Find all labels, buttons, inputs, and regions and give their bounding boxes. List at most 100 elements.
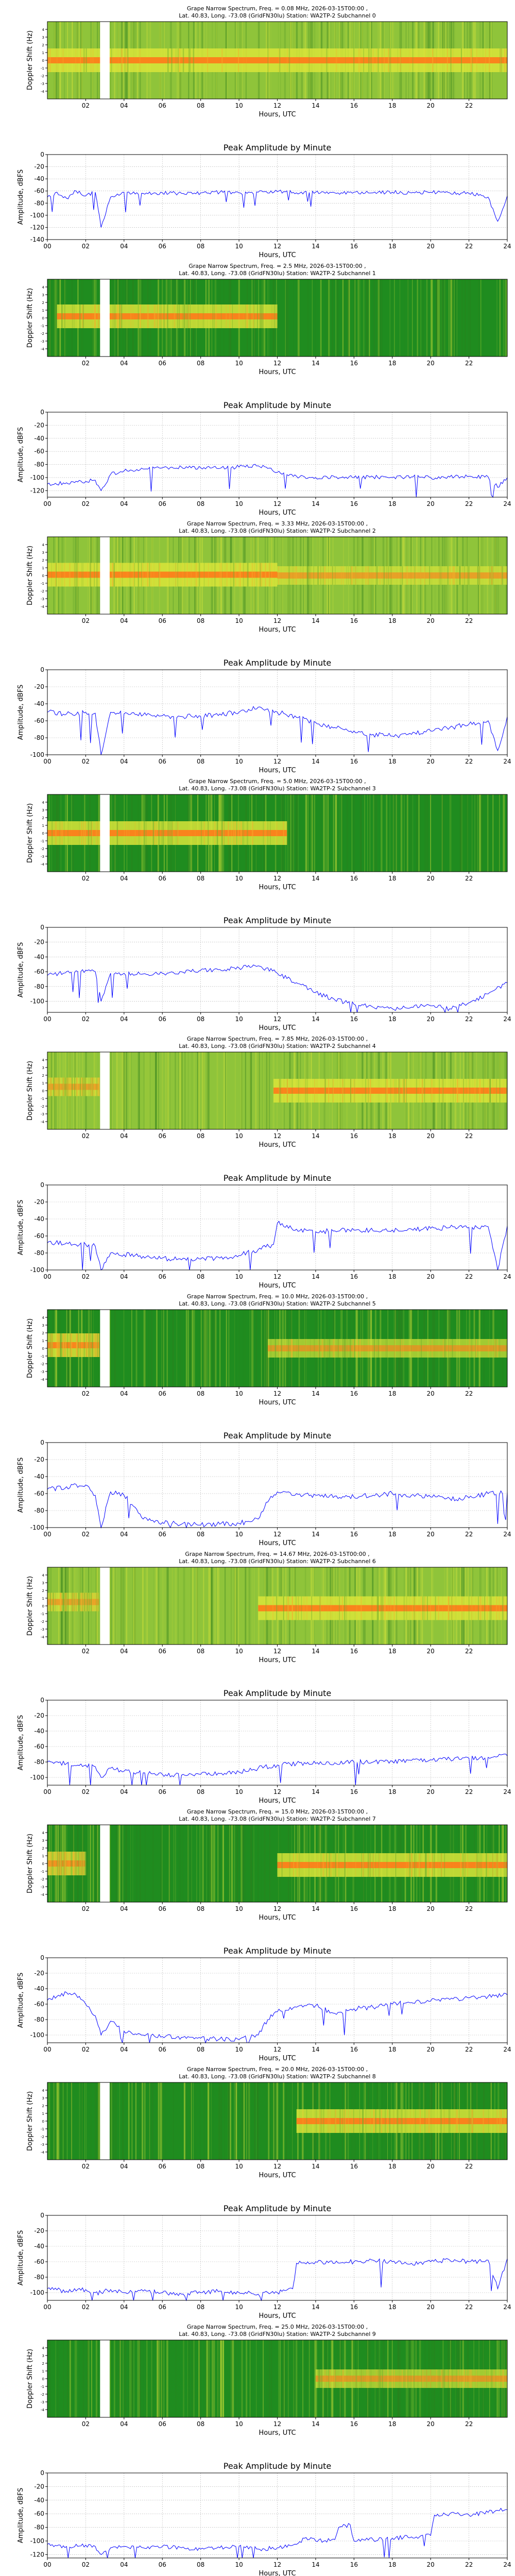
spectrogram-striation [266, 1052, 267, 1129]
peak-y-tick-label: -20 [34, 939, 44, 946]
spectrogram-striation [257, 2082, 258, 2160]
spectrogram-striation [194, 1052, 195, 1129]
spectrogram-striation [464, 279, 465, 357]
spectrogram-striation [229, 1825, 230, 1902]
peak-y-tick-label: -100 [30, 1266, 44, 1274]
spectrogram-ridge-texture [335, 2109, 336, 2133]
peak-y-tick-label: 0 [40, 2212, 44, 2219]
spectrogram-ridge-texture [243, 304, 244, 328]
peak-x-tick-label: 14 [312, 1015, 319, 1023]
spectrogram-ridge-texture [183, 304, 185, 328]
spectrogram-panel-8: Grape Narrow Spectrum, Freq. = 20.0 MHz,… [26, 2066, 508, 2179]
spectrogram-striation [57, 2082, 59, 2160]
spectrogram-striation [130, 1825, 131, 1902]
spectrogram-ridge-texture [82, 304, 83, 328]
spectrogram-striation [204, 1310, 206, 1387]
spectrogram-x-tick-label: 04 [120, 2420, 128, 2428]
spectrogram-ridge-texture [426, 2109, 427, 2133]
spectrogram-ridge-texture [397, 2109, 399, 2133]
spectrogram-ridge-texture [268, 1339, 269, 1358]
spectrogram-ridge-texture [73, 1852, 74, 1875]
spectrogram-ridge-texture [71, 1852, 72, 1875]
spectrogram-ridge-texture [491, 2369, 492, 2388]
spectrogram-striation [255, 1310, 257, 1387]
spectrogram-ridge-texture [92, 1077, 94, 1096]
peak-y-tick-label: 0 [40, 1697, 44, 1704]
spectrogram-ridge-texture [403, 1339, 404, 1358]
spectrogram-striation [198, 1052, 200, 1129]
spectrogram-heatmap [47, 1567, 507, 1645]
spectrogram-ridge-texture [291, 1079, 293, 1103]
spectrogram-ridge-texture [238, 48, 239, 72]
spectrogram-ridge-texture [363, 2109, 364, 2133]
peak-y-tick-label: -60 [34, 1232, 44, 1240]
spectrogram-ridge-texture [324, 1853, 325, 1877]
peak-x-tick-label: 00 [43, 1531, 51, 1538]
spectrogram-ridge-texture [395, 1853, 397, 1877]
spectrogram-y-tick-label: -3 [41, 2143, 44, 2147]
spectrogram-ridge-texture [97, 1333, 98, 1357]
spectrogram-ridge-texture [486, 1853, 487, 1877]
spectrogram-striation [392, 794, 394, 872]
spectrogram-striation [197, 1052, 199, 1129]
spectrogram-striation [222, 1825, 224, 1902]
spectrogram-x-axis-label: Hours, UTC [259, 368, 296, 376]
spectrogram-y-axis-label: Doppler Shift (Hz) [26, 288, 34, 348]
spectrogram-ridge-texture [329, 2369, 330, 2388]
spectrogram-striation [287, 279, 289, 357]
spectrogram-ridge-texture [59, 1333, 60, 1357]
spectrogram-ridge-texture [450, 48, 452, 72]
spectrogram-ridge-texture [96, 1077, 97, 1096]
peak-y-axis-label: Amplitude, dBFS [17, 427, 25, 483]
spectrogram-ridge-texture [158, 821, 160, 845]
spectrogram-ridge-texture [369, 1853, 371, 1877]
spectrogram-ridge-texture [496, 1339, 498, 1358]
spectrogram-x-tick-label: 02 [82, 1390, 90, 1397]
spectrogram-ridge-texture [76, 1592, 77, 1612]
peak-x-tick-label: 20 [427, 758, 435, 765]
peak-x-tick-label: 02 [82, 758, 90, 765]
spectrogram-ridge-texture [404, 1596, 405, 1620]
peak-x-tick-label: 02 [82, 243, 90, 250]
spectrogram-striation [278, 2082, 279, 2160]
spectrogram-striation [342, 279, 344, 357]
spectrogram-striation [404, 279, 405, 357]
peak-amplitude-series-line [47, 464, 508, 498]
spectrogram-y-axis-label: Doppler Shift (Hz) [26, 30, 34, 90]
spectrogram-x-tick-label: 16 [350, 875, 358, 882]
spectrogram-y-tick-label: 2 [42, 1846, 44, 1851]
spectrogram-striation [430, 279, 433, 357]
spectrogram-striation [174, 1567, 176, 1645]
spectrogram-heatmap [47, 537, 507, 614]
spectrogram-ridge-texture [222, 821, 223, 845]
spectrogram-x-tick-label: 18 [388, 1905, 396, 1912]
spectrogram-ridge-core [47, 57, 507, 63]
spectrogram-ridge-texture [483, 1853, 484, 1877]
spectrogram-ridge-texture [365, 566, 367, 585]
spectrogram-y-tick-label: -1 [41, 839, 44, 843]
spectrogram-ridge-texture [85, 1333, 87, 1357]
spectrogram-ridge-texture [324, 566, 325, 585]
peak-x-tick-label: 08 [197, 2561, 204, 2568]
spectrogram-ridge-texture [256, 563, 258, 587]
spectrogram-y-tick-label: -1 [41, 1612, 44, 1616]
spectrogram-striation [191, 1567, 192, 1645]
spectrogram-ridge-texture [175, 304, 176, 328]
peak-x-tick-label: 20 [427, 1273, 435, 1280]
spectrogram-ridge-texture [63, 1852, 65, 1875]
spectrogram-ridge-texture [233, 563, 235, 587]
spectrogram-y-tick-label: 3 [42, 36, 44, 40]
spectrogram-ridge-texture [81, 1852, 83, 1875]
spectrogram-x-tick-label: 12 [273, 617, 281, 624]
spectrogram-striation [374, 279, 375, 357]
spectrogram-y-tick-label: 3 [42, 551, 44, 555]
spectrogram-striation [293, 2340, 294, 2417]
spectrogram-ridge-texture [327, 1339, 329, 1358]
spectrogram-striation [138, 2340, 140, 2417]
spectrogram-ridge-texture [63, 1333, 64, 1357]
peak-y-tick-label: -60 [34, 448, 44, 455]
spectrogram-x-tick-label: 10 [235, 1648, 243, 1655]
spectrogram-striation [133, 1567, 134, 1645]
spectrogram-striation [149, 2082, 151, 2160]
